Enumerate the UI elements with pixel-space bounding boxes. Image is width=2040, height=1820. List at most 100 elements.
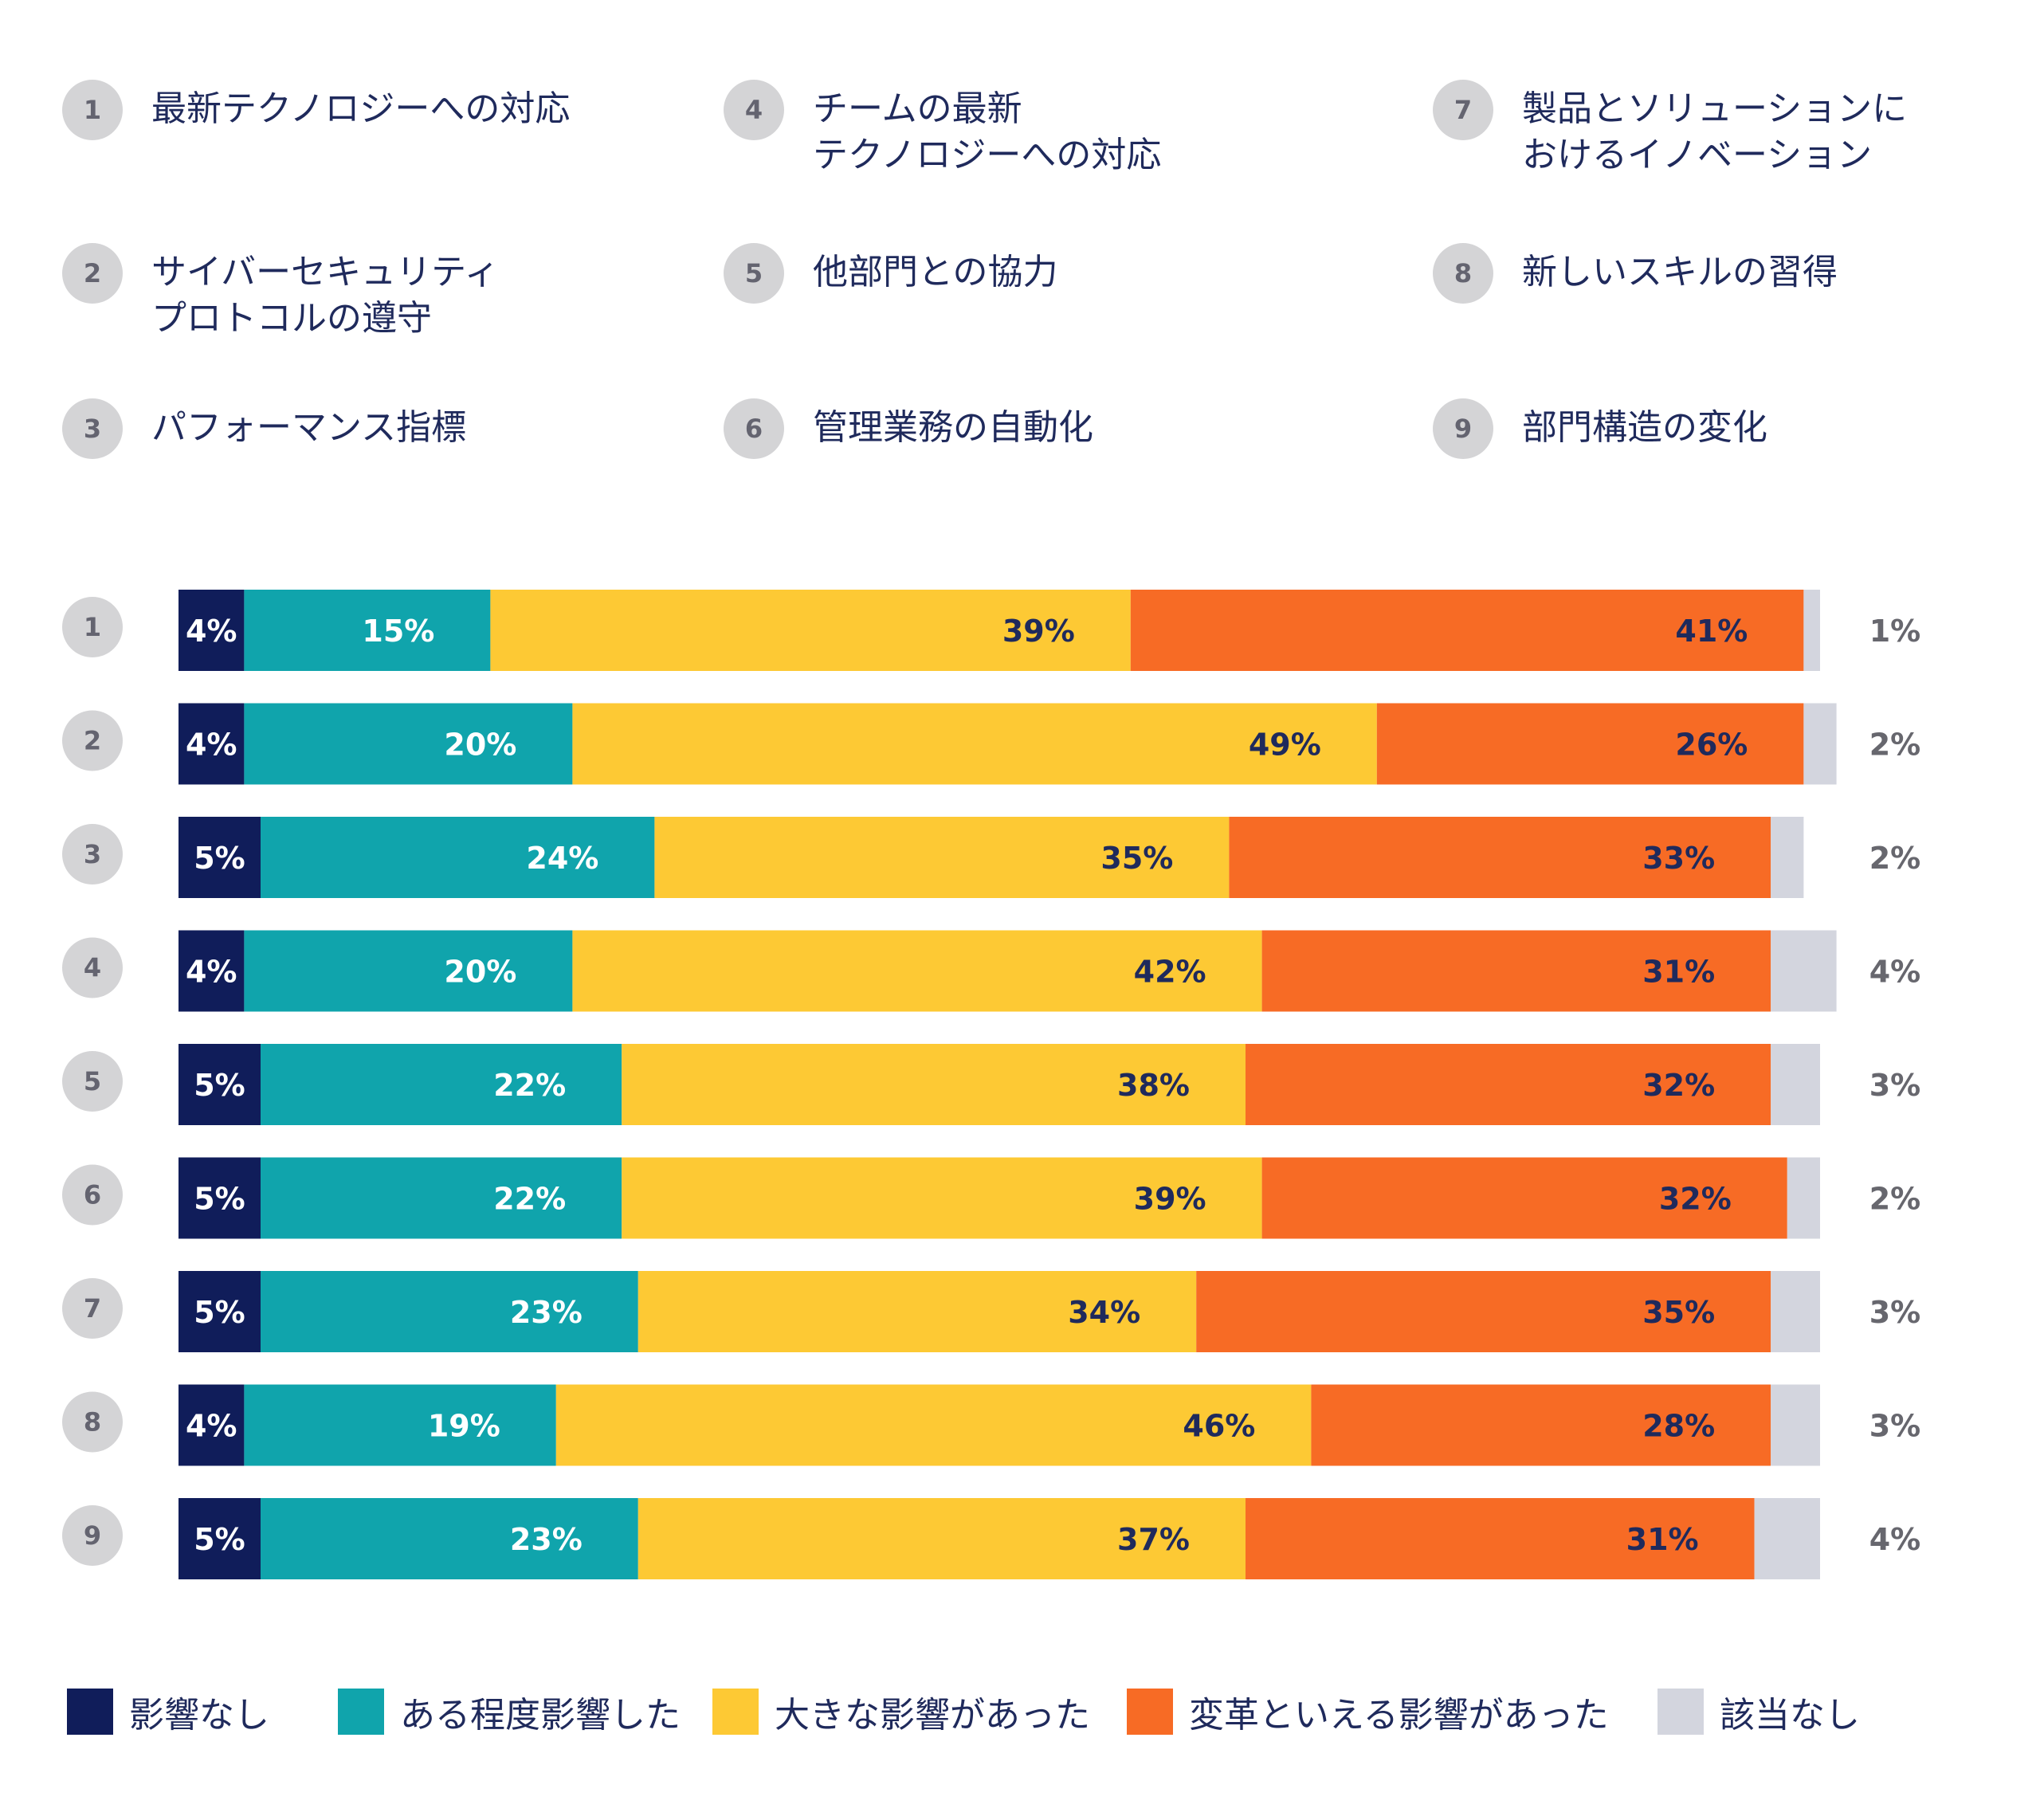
legend-item: 影響なし [67,1688,269,1736]
legend-item: 該当なし [1658,1688,1860,1736]
bar-value-label: 23% [510,1522,583,1557]
bar-segment [1246,1044,1771,1125]
bar-segment [261,1044,622,1125]
bar-segment [654,817,1230,898]
bar-segment [1376,703,1804,785]
bar-value-label: 20% [444,955,516,990]
bar-segment [178,1271,261,1352]
bar-segment [178,590,245,671]
legend-item: ある程度影響した [338,1688,681,1736]
bar-value-label: 31% [1626,1522,1699,1557]
bar-segment [261,1498,638,1579]
bar-segment [1803,590,1820,671]
bar-value-label: 4% [186,614,237,649]
bar-segment [1771,1384,1820,1466]
key-item-5: 5 他部門との協力 [724,243,1058,304]
key-number-badge: 1 [62,80,123,140]
legend-label: ある程度影響した [400,1695,681,1736]
bar-segment [1771,1044,1820,1125]
bar-segment [178,703,245,785]
bar-value-label: 5% [194,1522,245,1557]
key-item-6: 6 管理業務の自動化 [724,398,1093,459]
key-label: チームの最新 テクノロジーへの対応 [813,88,1162,175]
stacked-bar-chart: 1 4% 15% 39% 41% 1%2 4% 20% 49% 26% 2%3 5% 24% 35% 33%… [62,590,1921,1579]
row-badge-number: 7 [84,1293,101,1324]
bar-value-label: 31% [1642,955,1715,990]
key-label: 部門構造の変化 [1522,407,1767,448]
row-badge [62,1051,123,1112]
row-badge-number: 6 [84,1180,101,1210]
bar-value-label: 5% [194,1182,245,1217]
bar-segment [178,1157,261,1239]
row-badge [62,1505,123,1566]
bar-value-label: 4% [186,1409,237,1444]
legend-item: 大きな影響があった [712,1688,1090,1736]
bar-value-label: 22% [493,1068,566,1103]
bar-value-label: 49% [1249,728,1321,763]
bar-segment [490,590,1131,671]
key-number-badge: 2 [62,243,123,304]
bar-value-label: 22% [493,1182,566,1217]
legend-label: 該当なし [1720,1695,1860,1736]
bar-value-label-na: 3% [1869,1068,1921,1103]
bar-value-label: 37% [1117,1522,1190,1557]
legend-item: 変革といえる影響があった [1127,1688,1609,1736]
row-badge-number: 1 [84,612,101,642]
bar-segment [1261,1157,1787,1239]
bar-segment [1311,1384,1771,1466]
bar-value-label: 20% [444,728,516,763]
bar-value-label-na: 3% [1869,1295,1921,1330]
legend-label: 変革といえる影響があった [1189,1695,1609,1736]
bar-segment [1246,1498,1755,1579]
bar-segment [178,1498,261,1579]
bar-segment [1787,1157,1820,1239]
bar-segment [1130,590,1804,671]
key-label: 他部門との協力 [813,252,1058,292]
bar-segment [261,1157,622,1239]
key-label: 新しいスキルの習得 [1522,252,1838,292]
key-number-badge: 8 [1433,243,1493,304]
bar-segment [244,703,573,785]
bar-segment [261,817,655,898]
bar-segment [178,817,261,898]
key-number-badge: 3 [62,398,123,459]
bar-segment [1261,930,1771,1012]
bar-value-label: 15% [362,614,434,649]
bar-segment [555,1384,1312,1466]
bar-segment [178,1384,245,1466]
bar-value-label-na: 2% [1869,841,1921,876]
bar-segment [622,1157,1262,1239]
bar-value-label: 41% [1675,614,1748,649]
legend-swatch [338,1689,384,1735]
bar-segment [638,1271,1197,1352]
bar-segment [1771,930,1837,1012]
row-badge-number: 2 [84,726,101,756]
bar-segment [1229,817,1771,898]
bar-segment [1803,703,1837,785]
row-badge [62,1391,123,1453]
bar-value-label: 4% [186,955,237,990]
row-badge-number: 8 [84,1407,101,1438]
row-badge [62,1278,123,1339]
bar-value-label: 19% [428,1409,500,1444]
row-badge [62,597,123,657]
bar-value-label: 5% [194,841,245,876]
bar-value-label: 34% [1068,1295,1140,1330]
legend-swatch [67,1689,113,1735]
bar-value-label: 46% [1183,1409,1255,1444]
bar-value-label: 4% [186,728,237,763]
key-item-7: 7 製品とソリューションに おけるイノベーション [1433,80,1907,178]
row-badge [62,710,123,771]
row-badge-number: 9 [84,1520,101,1551]
bar-value-label-na: 1% [1869,614,1921,649]
bar-value-label: 5% [194,1295,245,1330]
bar-segment [244,1384,556,1466]
bar-value-label: 33% [1642,841,1715,876]
key-label: 最新テクノロジーへの対応 [151,88,571,129]
bar-value-label: 26% [1675,728,1748,763]
bar-value-label: 32% [1659,1182,1732,1217]
bar-segment [1754,1498,1820,1579]
key-number-badge: 9 [1433,398,1493,459]
bar-segment [244,590,491,671]
key-label: パフォーマンス指標 [151,407,467,448]
